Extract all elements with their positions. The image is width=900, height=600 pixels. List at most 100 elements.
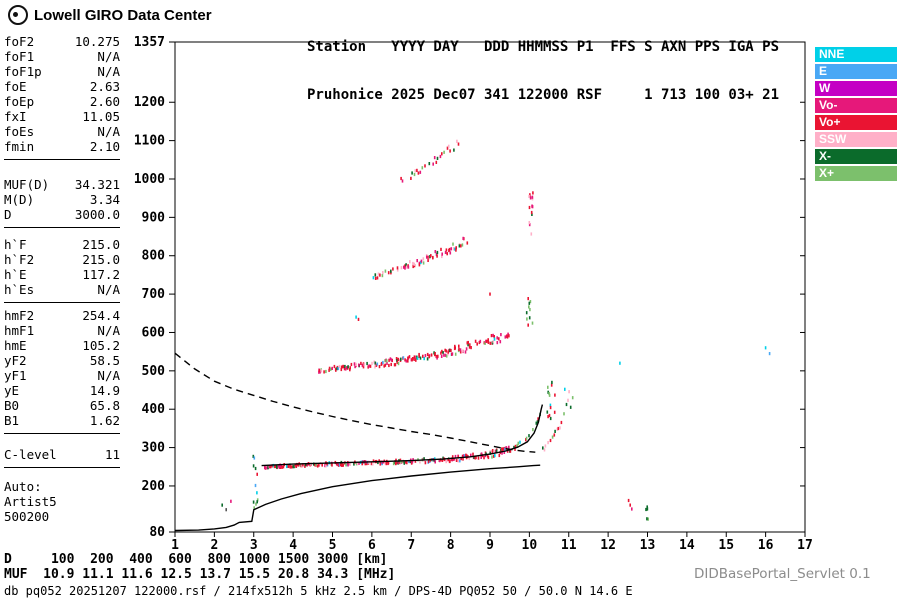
- x-tick-label: 9: [486, 538, 494, 553]
- param-value: 34.321: [74, 177, 120, 192]
- echo-dot: [458, 344, 460, 348]
- echo-dot: [526, 317, 528, 321]
- echo-dot: [419, 356, 422, 360]
- echo-dot: [404, 358, 406, 362]
- echo-dot: [382, 271, 384, 275]
- echo-dot: [290, 465, 293, 469]
- echo-dot: [428, 459, 430, 463]
- echo-dot: [424, 354, 427, 358]
- echo-dot: [490, 334, 493, 338]
- echo-dot: [764, 346, 767, 350]
- echo-dot: [438, 459, 441, 463]
- echo-dot: [553, 433, 556, 437]
- param-value: 105.2: [82, 338, 120, 353]
- station-header-values: Pruhonice 2025 Dec07 341 122000 RSF 1 71…: [307, 87, 780, 103]
- echo-dot: [337, 463, 340, 467]
- param-row-he: h`E 117.2: [4, 267, 120, 282]
- echo-dot: [440, 354, 443, 358]
- echo-dot: [549, 403, 552, 407]
- param-row-foep: foEp 2.60: [4, 94, 120, 109]
- echo-dot: [430, 353, 433, 357]
- brand: Lowell GIRO Data Center: [8, 5, 212, 25]
- echo-dot: [400, 460, 402, 464]
- echo-dot: [498, 453, 501, 458]
- param-label: yF2: [4, 353, 27, 368]
- echo-dot: [531, 321, 534, 325]
- echo-dot: [395, 462, 397, 466]
- x-tick-label: 13: [640, 538, 656, 553]
- echo-dot: [565, 402, 568, 407]
- echo-dot: [444, 353, 447, 357]
- echo-dot: [350, 362, 353, 367]
- param-value: 2.63: [89, 79, 120, 94]
- echo-dot: [433, 351, 435, 355]
- echo-dot: [503, 450, 506, 454]
- echo-dot: [489, 341, 492, 345]
- param-row-hf2: h`F2 215.0: [4, 252, 120, 267]
- echo-dot: [439, 154, 442, 159]
- x-tick-label: 5: [329, 538, 337, 553]
- echo-dot: [568, 390, 570, 394]
- y-tick-label: 200: [142, 479, 166, 494]
- echo-dot: [392, 462, 395, 466]
- echo-dot: [477, 456, 480, 460]
- x-tick-label: 4: [289, 538, 297, 553]
- param-divider: [4, 467, 120, 468]
- echo-dot: [445, 354, 448, 358]
- echo-dot: [355, 315, 357, 319]
- echo-dot: [492, 340, 495, 344]
- echo-dot: [467, 340, 469, 345]
- echo-dot: [452, 242, 454, 246]
- echo-dot: [404, 460, 407, 464]
- param-value: 11: [104, 447, 120, 462]
- echo-dot: [268, 465, 271, 469]
- echo-dot: [341, 463, 343, 467]
- echo-dot: [430, 254, 432, 258]
- echo-dot: [422, 261, 425, 265]
- echo-dot: [419, 460, 421, 464]
- param-label: fmin: [4, 139, 35, 154]
- param-divider: [4, 159, 120, 160]
- echo-dot: [455, 246, 457, 250]
- echo-dot: [401, 179, 404, 183]
- echo-dot: [384, 359, 386, 363]
- echo-dot: [485, 339, 487, 343]
- echo-dot: [254, 466, 257, 471]
- echo-dot: [442, 456, 444, 460]
- echo-dot: [645, 507, 647, 512]
- echo-dot: [492, 333, 494, 337]
- echo-dot: [549, 438, 552, 443]
- y-tick-label: 1000: [134, 172, 165, 187]
- echo-dot: [504, 335, 507, 339]
- echo-dot: [397, 357, 400, 361]
- echo-dot: [349, 462, 351, 466]
- param-label: 500200: [4, 509, 50, 524]
- echo-dot: [403, 265, 405, 269]
- echo-dot: [323, 370, 325, 374]
- echo-dot: [461, 454, 464, 458]
- param-label: Artist5: [4, 494, 57, 509]
- echo-dot: [444, 250, 447, 254]
- echo-dot: [556, 427, 559, 431]
- echo-dot: [478, 340, 481, 345]
- echo-dot: [500, 333, 502, 337]
- echo-dot: [407, 356, 409, 360]
- echo-dot: [299, 463, 302, 467]
- echo-dot: [434, 250, 437, 254]
- echo-dot: [321, 463, 323, 467]
- echo-dot: [447, 458, 450, 462]
- echo-dot: [264, 466, 267, 470]
- echo-dot: [395, 458, 397, 462]
- echo-dot: [280, 464, 282, 468]
- echo-dot: [528, 223, 531, 227]
- echo-dot: [302, 463, 304, 467]
- echo-dot: [459, 348, 462, 352]
- echo-dot: [449, 251, 452, 255]
- echo-dot: [282, 465, 285, 469]
- y-tick-label: 300: [142, 441, 166, 456]
- param-value: N/A: [97, 124, 120, 139]
- echo-dot: [454, 454, 457, 459]
- echo-dot: [371, 361, 373, 365]
- echo-dot: [411, 171, 413, 175]
- echo-dot: [365, 462, 368, 466]
